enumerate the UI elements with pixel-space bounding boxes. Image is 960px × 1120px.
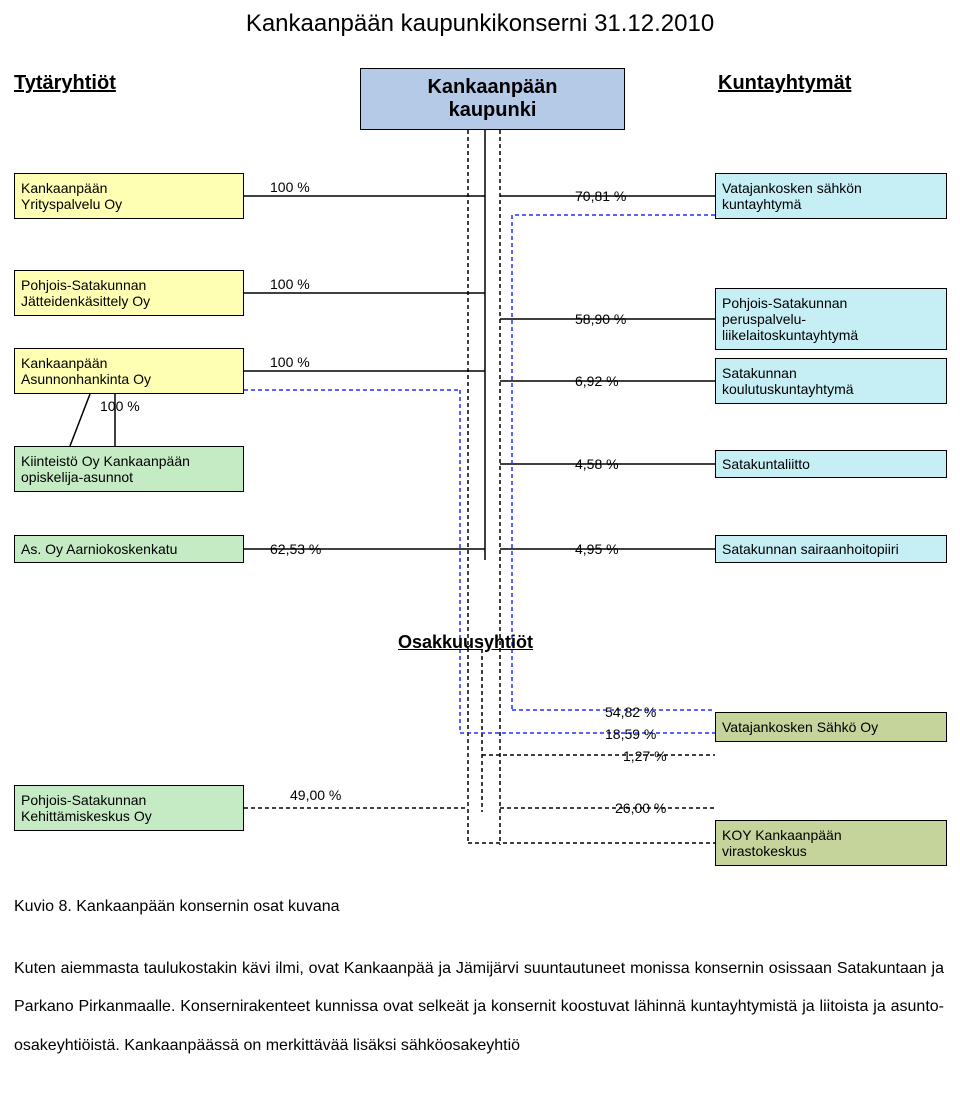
body-text: Kuten aiemmasta taulukostakin kävi ilmi,…	[14, 950, 944, 1065]
left-box-l4: Kiinteistö Oy Kankaanpäänopiskelija-asun…	[14, 446, 244, 492]
page-title: Kankaanpään kaupunkikonserni 31.12.2010	[0, 0, 960, 38]
center-box: Kankaanpäänkaupunki	[360, 68, 625, 130]
right-box-r4: Satakuntaliitto	[715, 450, 947, 478]
right-box-r5: Satakunnan sairaanhoitopiiri	[715, 535, 947, 563]
pct-bl: 49,00 %	[290, 787, 341, 803]
bottom-left-box: Pohjois-SatakunnanKehittämiskeskus Oy	[14, 785, 244, 831]
left-box-l3: KankaanpäänAsunnonhankinta Oy	[14, 348, 244, 394]
header-left: Tytäryhtiöt	[14, 72, 116, 95]
left-box-l5: As. Oy Aarniokoskenkatu	[14, 535, 244, 563]
pct-l2: 100 %	[270, 276, 310, 292]
right-box-r2: Pohjois-Satakunnanperuspalvelu-liikelait…	[715, 288, 947, 350]
left-box-l1: KankaanpäänYrityspalvelu Oy	[14, 173, 244, 219]
bottom-right-br1: Vatajankosken Sähkö Oy	[715, 712, 947, 742]
pct-r5: 4,95 %	[575, 541, 619, 557]
mid-pct-1: 18,59 %	[605, 726, 656, 742]
bottom-right-br2: KOY Kankaanpäänvirastokeskus	[715, 820, 947, 866]
pct-r2: 58,90 %	[575, 311, 626, 327]
figure-caption: Kuvio 8. Kankaanpään konsernin osat kuva…	[14, 898, 340, 916]
header-right: Kuntayhtymät	[718, 72, 851, 95]
mid-pct-0: 54,82 %	[605, 704, 656, 720]
right-box-r3: Satakunnankoulutuskuntayhtymä	[715, 358, 947, 404]
right-box-r1: Vatajankosken sähkönkuntayhtymä	[715, 173, 947, 219]
mid-pct-2: 1,27 %	[623, 748, 667, 764]
pct-l5: 62,53 %	[270, 541, 321, 557]
pct-r1: 70,81 %	[575, 188, 626, 204]
section-heading: Osakkuusyhtiöt	[398, 632, 533, 653]
pct-r4: 4,58 %	[575, 456, 619, 472]
pct-l1: 100 %	[270, 179, 310, 195]
pct-l3: 100 %	[270, 354, 310, 370]
left-box-l2: Pohjois-SatakunnanJätteidenkäsittely Oy	[14, 270, 244, 316]
pct-sub: 100 %	[100, 398, 140, 414]
pct-r3: 6,92 %	[575, 373, 619, 389]
mid-pct-3: 26,00 %	[615, 800, 666, 816]
